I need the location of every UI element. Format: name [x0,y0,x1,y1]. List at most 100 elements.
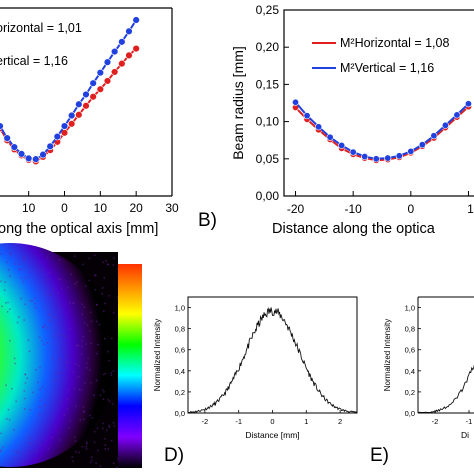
data-point [430,132,438,140]
noise-speckle [94,254,96,257]
noise-speckle [58,259,61,261]
noise-speckle [64,335,66,338]
noise-speckle [96,427,99,430]
x-tick-label: 0 [61,201,68,215]
noise-speckle [13,428,15,431]
noise-speckle [113,257,115,259]
panel-label-b: B) [198,210,217,231]
noise-speckle [95,462,97,464]
intensity-profile [417,364,474,413]
y-tick-label: 1,0 [175,304,185,313]
noise-speckle [27,451,30,454]
data-point [303,112,311,120]
noise-speckle [108,360,110,362]
noise-speckle [44,404,46,407]
noise-speckle [35,369,37,371]
data-point [89,79,97,87]
x-tick-label: -2 [432,417,439,426]
noise-speckle [85,343,88,345]
noise-speckle [95,303,98,306]
noise-speckle [1,305,3,308]
noise-speckle [48,319,51,322]
noise-speckle [37,381,39,384]
data-point [118,59,126,68]
data-point [338,141,346,149]
noise-speckle [58,304,61,307]
noise-speckle [82,418,85,421]
noise-speckle [58,358,61,361]
noise-speckle [67,389,70,391]
noise-speckle [93,394,95,396]
noise-speckle [102,398,105,400]
y-tick-label: 0,4 [175,367,185,376]
noise-speckle [39,399,42,401]
data-point [10,143,19,151]
y-axis-label: Normalized Intensity [383,319,392,391]
noise-speckle [74,440,77,442]
noise-speckle [76,281,78,283]
noise-speckle [84,285,87,287]
noise-speckle [111,403,114,405]
noise-speckle [66,398,69,401]
noise-speckle [102,427,104,430]
noise-speckle [60,287,63,290]
noise-speckle [112,264,115,266]
noise-speckle [104,302,106,305]
noise-speckle [51,357,54,359]
noise-speckle [117,296,119,298]
noise-speckle [67,286,69,289]
noise-speckle [78,364,80,367]
panel-a: 10 0 10 20 30 ong the optical axis [mm] orizon… [0,7,179,237]
noise-speckle [104,338,106,340]
noise-speckle [102,261,105,264]
data-point [110,68,119,76]
noise-speckle [78,388,80,391]
noise-speckle [29,300,32,302]
data-point [17,150,26,158]
noise-speckle [7,408,10,411]
noise-speckle [90,320,93,323]
data-point [349,148,357,156]
noise-speckle [74,363,77,366]
noise-speckle [74,436,76,438]
noise-speckle [18,263,20,265]
noise-speckle [72,301,75,304]
noise-speckle [43,324,46,326]
data-point [75,100,83,108]
noise-speckle [101,293,103,295]
noise-speckle [116,466,118,469]
noise-speckle [8,252,11,254]
noise-speckle [108,424,110,427]
noise-speckle [56,333,58,335]
noise-speckle [13,357,16,360]
noise-speckle [74,283,77,285]
y-tick-label: 0,05 [256,152,280,166]
noise-speckle [5,302,7,304]
noise-speckle [18,268,20,271]
x-tick-label: -20 [287,202,305,216]
data-point [132,16,140,24]
noise-speckle [83,411,86,413]
noise-speckle [40,442,42,445]
data-point [60,122,69,130]
noise-speckle [23,408,26,410]
panel-e: 0,0 0,2 0,4 0,6 0,8 1,0 -2 -1 Normalized Intensi… [383,296,474,440]
noise-speckle [43,326,45,328]
noise-speckle [14,263,17,265]
noise-speckle [5,384,7,386]
noise-speckle [110,374,113,377]
x-tick-label: -1 [235,417,242,426]
noise-speckle [68,427,70,429]
noise-speckle [18,316,20,318]
x-axis-label: Di [461,430,469,440]
noise-speckle [52,287,55,290]
legend-entry: ertical = 1,16 [0,54,68,68]
noise-speckle [74,405,77,408]
data-point [96,68,105,77]
y-tick-label: 0,6 [175,346,185,355]
noise-speckle [79,419,82,421]
data-point [82,90,90,99]
x-tick-label: 0 [270,417,274,426]
colorbar [118,252,142,468]
noise-speckle [0,450,2,453]
